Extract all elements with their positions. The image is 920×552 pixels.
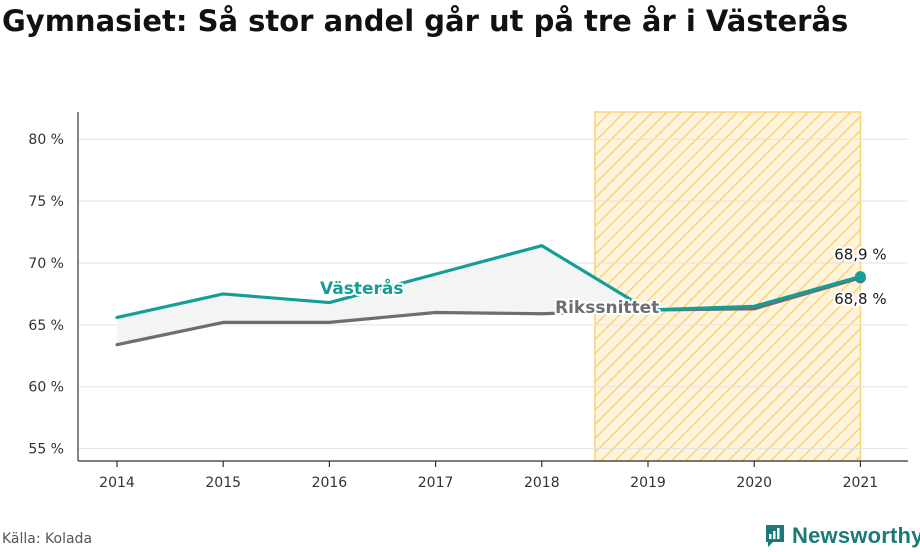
source-note: Källa: Kolada — [2, 531, 93, 547]
newsworthy-logo-icon — [766, 525, 784, 547]
x-tick-label: 2019 — [630, 475, 666, 491]
value-label-vasteras-2021: 68,9 % — [834, 246, 886, 264]
series-label-vasteras: Västerås — [320, 277, 403, 299]
x-tick-label: 2021 — [843, 475, 879, 491]
value-label-riksnittet-2021: 68,8 % — [834, 290, 886, 308]
x-tick-label: 2015 — [205, 475, 241, 491]
chart-title: Gymnasiet: Så stor andel går ut på tre å… — [2, 4, 849, 38]
x-tick-label: 2016 — [312, 475, 348, 491]
line-vasteras — [115, 244, 863, 320]
series-label-riksnittet: Rikssnittet — [555, 298, 659, 318]
y-tick-label: 70 % — [28, 256, 64, 272]
brand-name: Newsworthy — [792, 523, 920, 548]
brand-logo: Newsworthy — [764, 520, 920, 552]
x-tick-label: 2018 — [524, 475, 560, 491]
x-tick-label: 2020 — [736, 475, 772, 491]
y-tick-label: 80 % — [28, 132, 64, 148]
x-tick-label: 2017 — [418, 475, 454, 491]
series-gap-area — [117, 245, 861, 345]
y-tick-label: 55 % — [28, 442, 64, 458]
y-tick-label: 75 % — [28, 194, 64, 210]
x-tick-label: 2014 — [99, 475, 135, 491]
point-vasteras-2021 — [854, 271, 866, 283]
y-tick-label: 65 % — [28, 318, 64, 334]
line-riksnittet — [115, 276, 863, 347]
y-tick-label: 60 % — [28, 380, 64, 396]
projection-region — [594, 111, 862, 462]
